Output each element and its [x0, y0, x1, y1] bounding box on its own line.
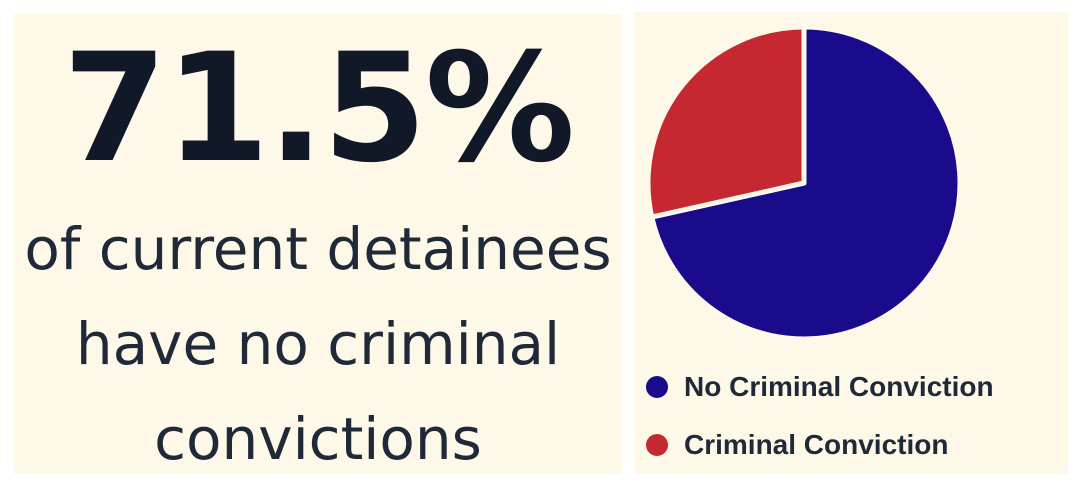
legend-dot-criminal-conviction [646, 434, 668, 456]
headline-stat: 71.5% [62, 22, 575, 196]
legend-label-criminal-conviction: Criminal Conviction [684, 429, 949, 460]
headline-panel: 71.5% of current detainees have no crimi… [14, 14, 622, 474]
headline-line-3: convictions [154, 405, 482, 473]
legend-item-no-criminal-conviction: No Criminal Conviction [646, 358, 994, 416]
pie-chart [645, 24, 963, 342]
chart-panel: No Criminal Conviction Criminal Convicti… [634, 12, 1068, 474]
legend-dot-no-criminal-conviction [646, 376, 668, 398]
chart-legend: No Criminal Conviction Criminal Convicti… [646, 358, 994, 474]
headline-line-1: of current detainees [24, 215, 612, 283]
headline-line-2: have no criminal [75, 310, 561, 378]
headline-description: of current detainees have no criminal co… [14, 202, 622, 487]
pie-slice-criminal-conviction [645, 24, 807, 220]
legend-item-criminal-conviction: Criminal Conviction [646, 416, 994, 474]
legend-label-no-criminal-conviction: No Criminal Conviction [684, 371, 994, 402]
